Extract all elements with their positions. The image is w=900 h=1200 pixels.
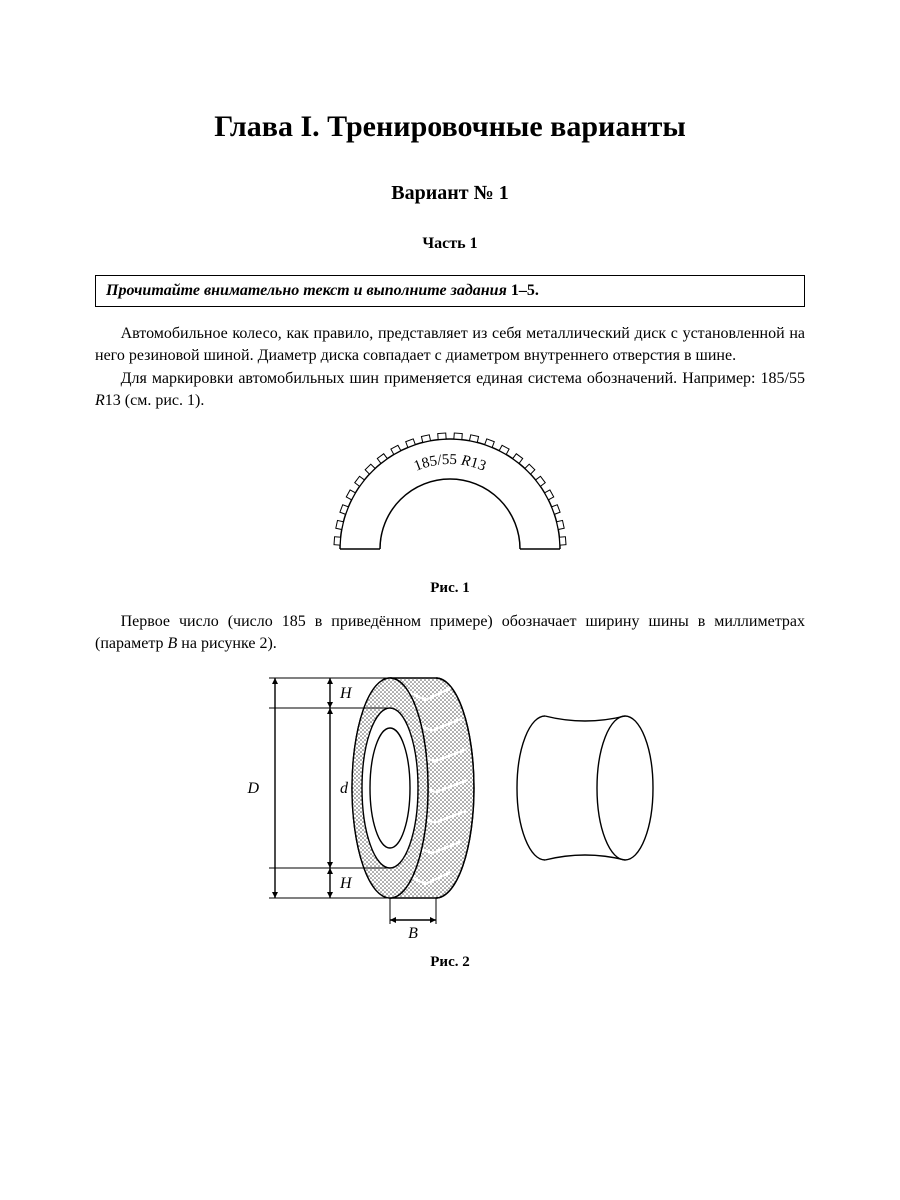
page: Глава I. Тренировочные варианты Вариант … xyxy=(0,0,900,1025)
paragraph-2: Для маркировки автомобильных шин применя… xyxy=(95,368,805,411)
svg-text:B: B xyxy=(408,925,418,942)
paragraph-3: Первое число (число 185 в приведённом пр… xyxy=(95,611,805,654)
svg-text:d: d xyxy=(340,780,349,797)
paragraph-1: Автомобильное колесо, как правило, предс… xyxy=(95,323,805,366)
figure-2-caption: Рис. 2 xyxy=(95,954,805,971)
variant-title: Вариант № 1 xyxy=(95,182,805,205)
instruction-text: Прочитайте внимательно текст и выполните… xyxy=(106,282,507,299)
chapter-title: Глава I. Тренировочные варианты xyxy=(95,110,805,144)
fig1-caption-text: Рис. 1 xyxy=(430,580,469,596)
svg-text:H: H xyxy=(339,685,353,702)
figure-2-svg: D Hd H B xyxy=(220,663,680,943)
svg-text:D: D xyxy=(246,780,259,797)
p2-italic: R xyxy=(95,392,105,409)
svg-text:H: H xyxy=(339,875,353,892)
figure-1: 185/55 R13 xyxy=(95,419,805,574)
p2-post: 13 (см. рис. 1). xyxy=(105,392,205,409)
fig2-caption-text: Рис. 2 xyxy=(430,954,469,970)
instruction-box: Прочитайте внимательно текст и выполните… xyxy=(95,275,805,307)
figure-1-svg: 185/55 R13 xyxy=(290,419,610,569)
p3-post: на рисунке 2). xyxy=(177,635,276,652)
figure-1-caption: Рис. 1 xyxy=(95,580,805,597)
figure-2: D Hd H B xyxy=(95,663,805,948)
instruction-range: 1–5. xyxy=(507,282,539,299)
part-title: Часть 1 xyxy=(95,235,805,253)
svg-text:185/55 R13: 185/55 R13 xyxy=(412,452,488,475)
p2-pre: Для маркировки автомобильных шин применя… xyxy=(121,370,805,387)
p3-italic: B xyxy=(168,635,178,652)
